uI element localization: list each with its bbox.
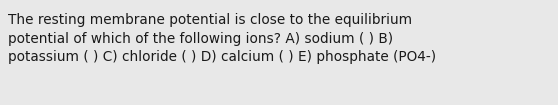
Text: The resting membrane potential is close to the equilibrium
potential of which of: The resting membrane potential is close … bbox=[8, 13, 436, 64]
